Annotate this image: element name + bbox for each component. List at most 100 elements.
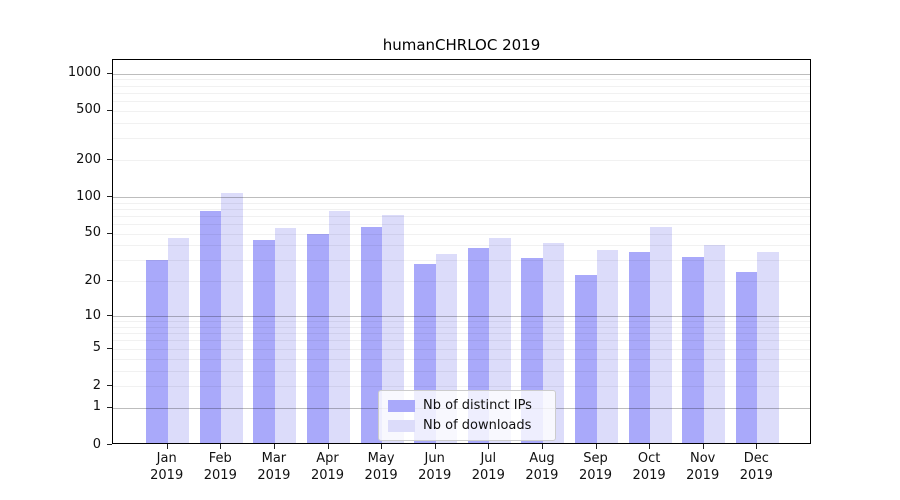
bar-nb-of-distinct-ips-nov: [682, 256, 704, 443]
x-tick-mark-may: [381, 444, 383, 449]
major-gridline-100: [113, 197, 810, 198]
x-tick-label-apr: Apr 2019: [310, 451, 345, 483]
x-tick-label-jul: Jul 2019: [471, 451, 505, 483]
y-tick-label-10: 10: [84, 307, 101, 323]
x-tick-label-jan: Jan 2019: [150, 451, 184, 483]
y-tick-mark-2: [107, 385, 112, 386]
minor-gridline-60: [113, 224, 810, 226]
minor-gridline-400: [113, 122, 810, 124]
minor-gridline-2: [113, 386, 810, 387]
y-tick-label-50: 50: [84, 225, 101, 241]
x-tick-label-dec: Dec 2019: [739, 451, 773, 483]
minor-gridline-30: [113, 260, 810, 262]
y-tick-mark-50: [107, 232, 112, 234]
y-tick-mark-1000: [107, 72, 112, 74]
bar-nb-of-distinct-ips-apr: [307, 233, 329, 443]
bar-nb-of-downloads-jan: [167, 238, 190, 443]
y-tick-mark-500: [107, 109, 112, 111]
x-tick-label-mar: Mar 2019: [257, 451, 291, 483]
minor-gridline-300: [113, 138, 810, 140]
y-tick-label-2: 2: [92, 377, 101, 393]
legend-label-downloads: Nb of downloads: [423, 418, 532, 433]
minor-gridline-900: [113, 79, 810, 81]
y-tick-mark-5: [107, 347, 112, 349]
x-tick-mark-nov: [702, 444, 704, 449]
y-tick-label-0: 0: [92, 436, 101, 452]
x-tick-mark-jul: [488, 444, 490, 449]
bar-nb-of-distinct-ips-dec: [735, 272, 758, 443]
bar-nb-of-distinct-ips-jan: [146, 260, 168, 443]
y-tick-label-1000: 1000: [67, 65, 101, 81]
bar-nb-of-downloads-dec: [757, 251, 779, 443]
major-gridline-10: [113, 316, 810, 318]
bar-nb-of-distinct-ips-may: [360, 226, 383, 443]
x-tick-label-jun: Jun 2019: [418, 451, 452, 483]
x-tick-mark-apr: [327, 444, 329, 449]
x-tick-label-sep: Sep 2019: [578, 451, 613, 483]
minor-gridline-90: [113, 202, 810, 204]
y-tick-mark-10: [107, 315, 112, 317]
x-tick-label-nov: Nov 2019: [686, 451, 720, 483]
major-gridline-1000: [113, 73, 810, 75]
minor-gridline-200: [113, 160, 810, 161]
y-tick-label-1: 1: [92, 399, 101, 415]
chart-title: humanCHRLOC 2019: [382, 36, 541, 54]
bar-nb-of-distinct-ips-mar: [253, 239, 275, 443]
minor-gridline-20: [113, 281, 810, 283]
minor-gridline-40: [113, 245, 810, 247]
x-tick-mark-sep: [595, 444, 597, 449]
x-tick-label-feb: Feb 2019: [203, 451, 237, 483]
y-tick-label-100: 100: [76, 188, 101, 204]
minor-gridline-600: [113, 101, 810, 103]
bar-nb-of-downloads-nov: [703, 244, 726, 443]
minor-gridline-8: [113, 326, 810, 328]
y-tick-label-5: 5: [92, 340, 101, 356]
x-tick-mark-mar: [273, 444, 275, 449]
bar-nb-of-downloads-mar: [274, 227, 297, 443]
x-tick-label-aug: Aug 2019: [525, 451, 559, 483]
legend-label-distinct-ips: Nb of distinct IPs: [423, 398, 532, 413]
minor-gridline-9: [113, 321, 810, 323]
minor-gridline-4: [113, 358, 810, 360]
bar-nb-of-downloads-oct: [650, 226, 672, 443]
legend-item-downloads: Nb of downloads: [388, 418, 546, 433]
bar-nb-of-distinct-ips-feb: [199, 210, 222, 443]
minor-gridline-3: [113, 370, 810, 372]
bar-nb-of-distinct-ips-oct: [628, 251, 651, 443]
x-tick-mark-jun: [434, 444, 436, 449]
minor-gridline-80: [113, 208, 810, 210]
plot-area: [112, 59, 811, 444]
y-tick-label-20: 20: [84, 272, 101, 288]
y-tick-label-500: 500: [76, 102, 101, 118]
minor-gridline-70: [113, 215, 810, 217]
y-tick-label-200: 200: [76, 151, 101, 167]
legend-swatch-distinct-ips: [388, 399, 415, 412]
bar-nb-of-downloads-feb: [221, 192, 243, 443]
x-tick-label-may: May 2019: [364, 451, 398, 483]
x-tick-mark-jan: [166, 444, 168, 449]
bar-nb-of-downloads-sep: [596, 250, 618, 443]
legend: Nb of distinct IPs Nb of downloads: [378, 390, 556, 441]
x-tick-mark-feb: [220, 444, 222, 449]
y-tick-mark-1: [107, 406, 112, 408]
minor-gridline-6: [113, 340, 810, 342]
legend-swatch-downloads: [388, 419, 415, 432]
y-tick-mark-200: [107, 159, 112, 160]
x-tick-mark-oct: [649, 444, 651, 449]
legend-item-distinct-ips: Nb of distinct IPs: [388, 398, 546, 413]
bar-nb-of-downloads-apr: [328, 210, 350, 443]
y-tick-mark-20: [107, 280, 112, 282]
minor-gridline-50: [113, 233, 810, 235]
x-tick-label-oct: Oct 2019: [632, 451, 666, 483]
y-tick-mark-100: [107, 196, 112, 197]
bar-nb-of-downloads-may: [382, 214, 404, 443]
bar-nb-of-distinct-ips-sep: [575, 274, 597, 443]
x-tick-mark-aug: [541, 444, 543, 449]
minor-gridline-500: [113, 110, 810, 112]
minor-gridline-7: [113, 333, 810, 335]
y-tick-mark-0: [107, 444, 112, 445]
minor-gridline-700: [113, 92, 810, 94]
minor-gridline-800: [113, 85, 810, 87]
x-tick-mark-dec: [756, 444, 758, 449]
